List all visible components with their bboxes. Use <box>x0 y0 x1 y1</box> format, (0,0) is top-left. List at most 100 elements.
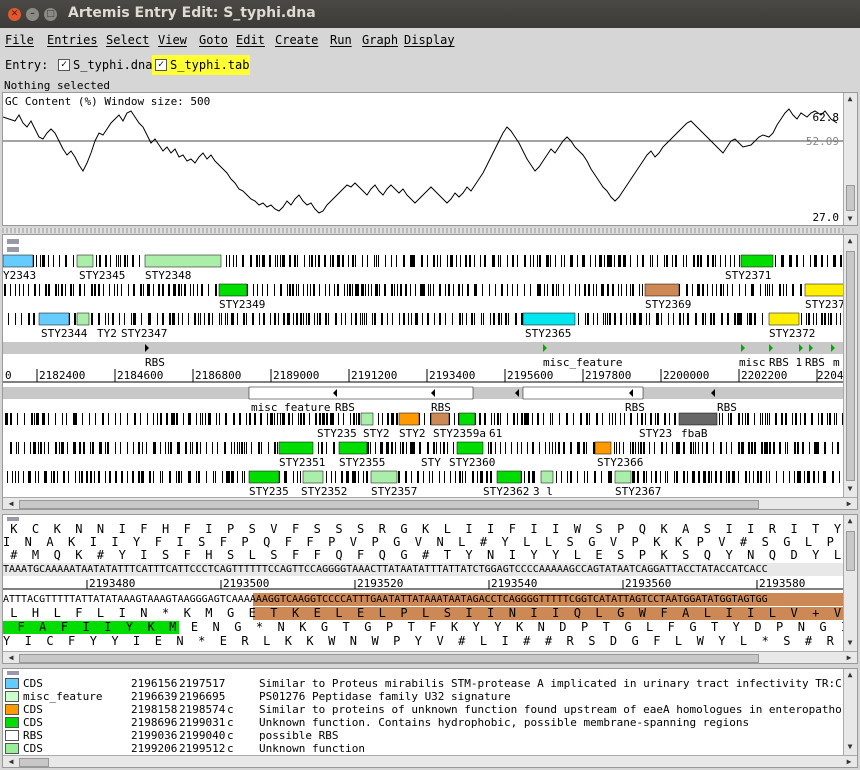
scroll-down-icon[interactable]: ▼ <box>847 214 853 223</box>
feature-label[interactable]: RBS <box>717 401 737 414</box>
feature-label[interactable]: misc_feature <box>251 401 331 414</box>
feature-label[interactable]: STY2357 <box>371 485 418 498</box>
stop-codon-mark <box>157 413 158 425</box>
feature-label[interactable]: m <box>833 356 840 369</box>
panel-handle[interactable] <box>7 517 19 521</box>
feature-label[interactable]: STY2359a <box>433 427 486 440</box>
seq-vscroll-thumb[interactable] <box>846 531 855 571</box>
feature-label[interactable]: STY2352 <box>301 485 348 498</box>
list-hscrollbar[interactable]: ◀ ▶ <box>3 755 857 767</box>
scroll-down-icon[interactable]: ▼ <box>847 742 853 751</box>
entry-checkbox-tab[interactable]: ✓ <box>155 59 167 71</box>
scroll-left-icon[interactable]: ◀ <box>8 757 14 766</box>
feature-label[interactable]: STY2355 <box>339 456 386 469</box>
feature-label[interactable]: STY23 <box>639 427 673 440</box>
menu-edit[interactable]: Edit <box>236 33 265 47</box>
feature-label[interactable]: STY2366 <box>597 456 644 469</box>
stop-codon-mark <box>102 413 104 425</box>
menu-goto[interactable]: Goto <box>199 33 228 47</box>
feature-list-row[interactable]: CDS 2198158 2198574 c Similar to proteins of… <box>3 703 845 716</box>
gc-scroll-thumb[interactable] <box>846 185 855 211</box>
feature-vscroll-thumb[interactable] <box>846 251 855 481</box>
scroll-down-icon[interactable]: ▼ <box>847 638 853 647</box>
entry-label: Entry: <box>5 58 49 72</box>
feature-hscrollbar[interactable]: ◀ ▶ <box>3 497 857 509</box>
stop-codon-mark <box>309 313 310 325</box>
feature-label[interactable]: STY2367 <box>615 485 662 498</box>
feature-label[interactable]: STY <box>421 456 441 469</box>
scroll-right-icon[interactable]: ▶ <box>846 757 852 766</box>
feature-hscroll-thumb[interactable] <box>19 500 759 509</box>
feature-label[interactable]: RBS <box>625 401 645 414</box>
feature-label[interactable]: STY2 <box>363 427 390 440</box>
close-icon[interactable]: ✕ <box>8 8 21 21</box>
menu-create[interactable]: Create <box>275 33 319 47</box>
feature-label[interactable]: STY235 <box>317 427 357 440</box>
feature-label[interactable]: RBS <box>431 401 451 414</box>
gc-scrollbar[interactable]: ▲ ▼ <box>843 93 857 225</box>
feature-label[interactable]: STY235 <box>249 485 289 498</box>
feature-label[interactable]: fbaB <box>681 427 708 440</box>
minimize-icon[interactable]: – <box>26 8 39 21</box>
panel-handle[interactable] <box>7 671 19 675</box>
feature-list-row[interactable]: CDS 2198696 2199031 c Unknown function. Cont… <box>3 716 845 729</box>
scroll-down-icon[interactable]: ▼ <box>847 484 853 493</box>
scroll-up-icon[interactable]: ▲ <box>847 516 853 525</box>
list-vscrollbar[interactable]: ▲ ▼ <box>843 669 857 755</box>
feature-label[interactable]: STY2344 <box>41 327 88 340</box>
feature-label[interactable]: RBS <box>335 401 355 414</box>
feature-label[interactable]: TY2 <box>97 327 117 340</box>
scroll-up-icon[interactable]: ▲ <box>847 94 853 103</box>
seq-hscroll-thumb[interactable] <box>19 654 759 663</box>
feature-label[interactable]: STY2371 <box>725 269 772 282</box>
feature-label[interactable]: RBS <box>145 356 165 369</box>
feature-label[interactable]: STY2347 <box>121 327 168 340</box>
feature-label[interactable]: STY2372 <box>769 327 816 340</box>
list-hscroll-thumb[interactable] <box>19 758 49 767</box>
splitter[interactable] <box>2 228 844 233</box>
entry-checkbox-dna[interactable]: ✓ <box>58 59 70 71</box>
feature-label[interactable]: STY2 <box>399 427 426 440</box>
feature-label[interactable]: STY2348 <box>145 269 192 282</box>
feature-list-row[interactable]: CDS 2199206 2199512 c Unknown function <box>3 742 845 755</box>
scroll-left-icon[interactable]: ◀ <box>8 499 14 508</box>
feature-label[interactable]: RBS 1 <box>769 356 803 369</box>
menu-view[interactable]: View <box>158 33 187 47</box>
menu-run[interactable]: Run <box>330 33 352 47</box>
scroll-up-icon[interactable]: ▲ <box>847 236 853 245</box>
scroll-up-icon[interactable]: ▲ <box>847 670 853 679</box>
feature-label[interactable]: STY2362 <box>483 485 530 498</box>
feature-label[interactable]: STY2351 <box>279 456 326 469</box>
feature-label[interactable]: STY2360 <box>449 456 496 469</box>
menu-entries[interactable]: Entries <box>47 33 98 47</box>
entry-name-dna[interactable]: S_typhi.dna <box>73 58 153 72</box>
scroll-right-icon[interactable]: ▶ <box>846 653 852 662</box>
feature-label[interactable]: misc_feature <box>543 356 623 369</box>
stop-codon-mark <box>619 442 620 454</box>
feature-label[interactable]: 61 <box>489 427 503 440</box>
feature-list-row[interactable]: misc_feature 2196639 2196695 PS01276 Peptid… <box>3 690 845 703</box>
feature-list-row[interactable]: CDS 2196156 2197517 Similar to Proteus mira… <box>3 677 845 690</box>
feature-vscrollbar[interactable]: ▲ ▼ <box>843 235 857 497</box>
feature-label[interactable]: Y2343 <box>3 269 37 282</box>
entry-name-tab[interactable]: S_typhi.tab <box>170 58 250 72</box>
maximize-icon[interactable]: □ <box>44 8 57 21</box>
scroll-left-icon[interactable]: ◀ <box>8 653 14 662</box>
scroll-right-icon[interactable]: ▶ <box>846 499 852 508</box>
menu-graph[interactable]: Graph <box>362 33 399 47</box>
feature-list-row[interactable]: RBS 2199036 2199040 c possible RBS <box>3 729 845 742</box>
feature-label[interactable]: STY237 <box>805 298 845 311</box>
stop-codon-mark <box>378 413 379 425</box>
feature-label[interactable]: STY2345 <box>79 269 126 282</box>
feature-label[interactable]: STY2369 <box>645 298 692 311</box>
menu-file[interactable]: File <box>5 33 34 47</box>
feature-label[interactable]: RBS <box>805 356 825 369</box>
feature-label[interactable]: misc <box>739 356 766 369</box>
feature-label[interactable]: STY2365 <box>525 327 572 340</box>
feature-label[interactable]: STY2349 <box>219 298 266 311</box>
feature-label[interactable]: 3 l <box>533 485 553 498</box>
menu-select[interactable]: Select <box>106 33 150 47</box>
menu-display[interactable]: Display <box>404 33 455 47</box>
seq-hscrollbar[interactable]: ◀ ▶ <box>3 651 857 663</box>
seq-vscrollbar[interactable]: ▲ ▼ <box>843 515 857 651</box>
